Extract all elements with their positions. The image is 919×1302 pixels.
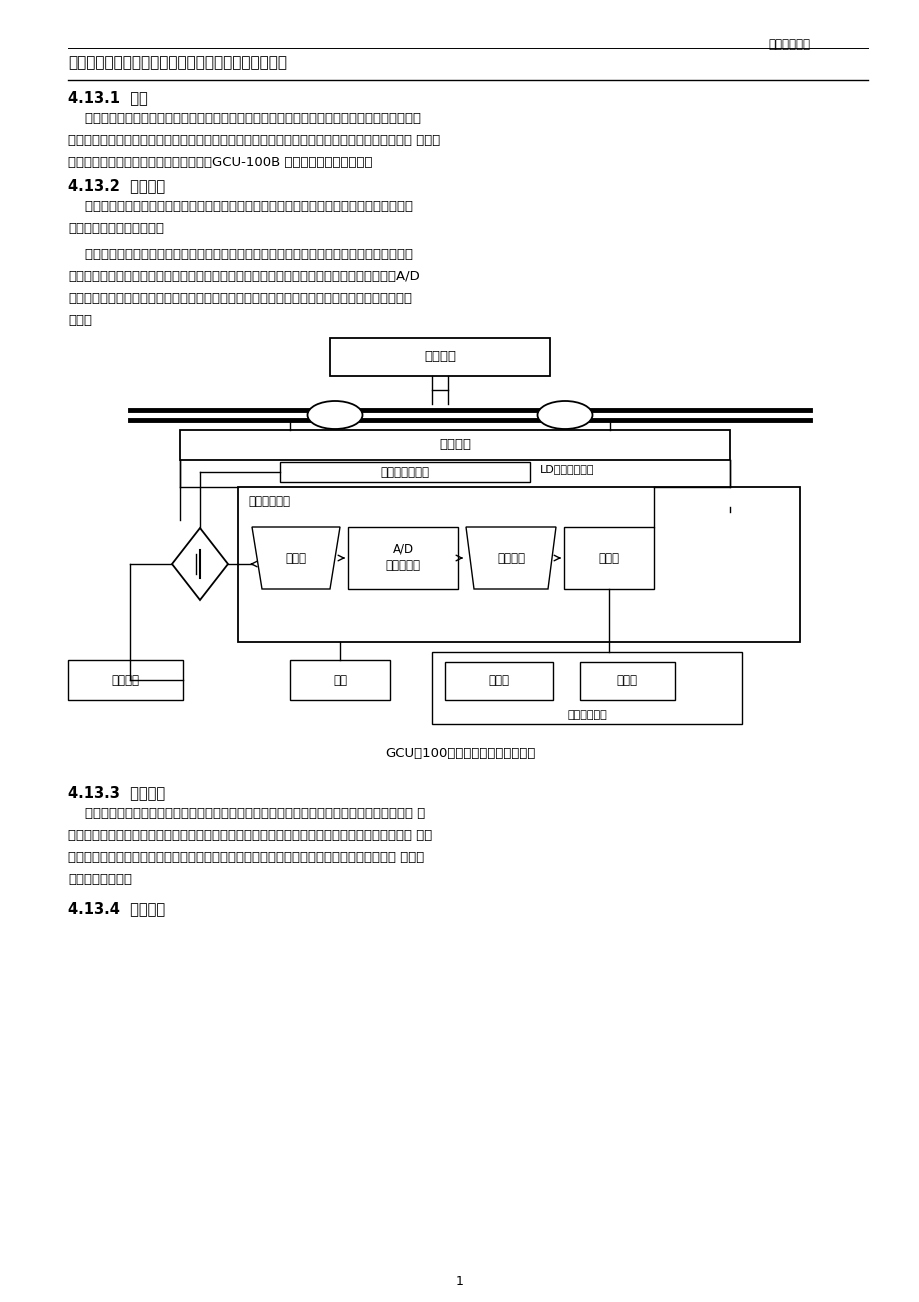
Bar: [279, 462, 529, 482]
Text: 放大器: 放大器: [285, 552, 306, 565]
Text: 显示记录系统: 显示记录系统: [566, 710, 607, 720]
Bar: [563, 527, 653, 589]
Text: 显示器: 显示器: [488, 674, 509, 687]
Text: 1: 1: [456, 1275, 463, 1288]
Text: 当被称车辆以一定速度通过称台时，载荷由称台轨、主梁体传至称重传感器。称重传感器将被: 当被称车辆以一定速度通过称台时，载荷由称台轨、主梁体传至称重传感器。称重传感器将…: [68, 247, 413, 260]
Text: GCU－100不断轨轨道衡工作原理图: GCU－100不断轨轨道衡工作原理图: [384, 747, 535, 760]
Polygon shape: [172, 529, 228, 600]
Bar: [445, 661, 552, 700]
Bar: [238, 487, 800, 642]
Text: 动态电子轨道衡由称量台面、传感器及电气部分组成。称量台面主要由计量台、过渡器、纵横: 动态电子轨道衡由称量台面、传感器及电气部分组成。称量台面主要由计量台、过渡器、纵…: [68, 201, 413, 214]
Text: 不断轨动态电子轨道衡工作原理及运行常见故障及处理: 不断轨动态电子轨道衡工作原理及运行常见故障及处理: [68, 55, 287, 70]
Ellipse shape: [307, 401, 362, 428]
Bar: [180, 430, 729, 460]
Text: 向限位器，覆盖板等组成。: 向限位器，覆盖板等组成。: [68, 223, 164, 234]
Text: 计算机: 计算机: [598, 552, 618, 565]
Text: 燃料运行分册: 燃料运行分册: [767, 38, 809, 51]
Polygon shape: [466, 527, 555, 589]
Polygon shape: [252, 527, 340, 589]
Text: 模数转换器: 模数转换器: [385, 559, 420, 572]
Text: 对整列列车进行动态连续称重，可实现自动称量、自动运算、自动显示，可对称重结果进行时间、 车号、: 对整列列车进行动态连续称重，可实现自动称量、自动运算、自动显示，可对称重结果进行…: [68, 134, 440, 147]
Text: 4.13.1  概述: 4.13.1 概述: [68, 90, 148, 105]
Text: A/D: A/D: [392, 543, 414, 556]
Text: 4.13.4  设备规范: 4.13.4 设备规范: [68, 901, 165, 917]
Text: 铁路车辆: 铁路车辆: [424, 350, 456, 363]
Bar: [432, 652, 742, 724]
Bar: [289, 660, 390, 700]
Bar: [68, 660, 183, 700]
Text: 键盘: 键盘: [333, 673, 346, 686]
Ellipse shape: [537, 401, 592, 428]
Bar: [347, 527, 458, 589]
Bar: [330, 339, 550, 376]
Text: 送行的安全可靠。: 送行的安全可靠。: [68, 874, 131, 885]
Text: LD数据采集系统: LD数据采集系统: [539, 464, 594, 474]
Text: 转换后，输送给微机，在预定程序下微机进行信息判断和数据处理，把称量结果从显示器和打印机: 转换后，输送给微机，在预定程序下微机进行信息判断和数据处理，把称量结果从显示器和…: [68, 292, 412, 305]
Text: 并行接口: 并行接口: [496, 552, 525, 565]
Text: 输出。: 输出。: [68, 314, 92, 327]
Text: 二次仪表系统: 二次仪表系统: [248, 495, 289, 508]
Text: 动态电子轨道衡是进厂列车快速动态自动化计量的重要设备适用于标准轨距四轴货车的称重，可: 动态电子轨道衡是进厂列车快速动态自动化计量的重要设备适用于标准轨距四轴货车的称重…: [68, 112, 421, 125]
Text: 4.13.2  结构原理: 4.13.2 结构原理: [68, 178, 165, 193]
Text: 毛、皮、净重登记录打印。我厂采用的是GCU-100B 不断轨动态电子轨道衡。: 毛、皮、净重登记录打印。我厂采用的是GCU-100B 不断轨动态电子轨道衡。: [68, 156, 372, 169]
Bar: [579, 661, 675, 700]
Text: 适用于繁忙线路，称重轨和机械部分一体化，维护量小，故障率低，承力结构传力准确、冲击小、 传感: 适用于繁忙线路，称重轨和机械部分一体化，维护量小，故障率低，承力结构传力准确、冲…: [68, 829, 432, 842]
Text: 一次元件传感器: 一次元件传感器: [380, 466, 429, 479]
Text: 不断轨动态电子轨道衡，没有轨道冲击，动态数据离散性小，重复性好，提高了过衡速度。尤 其: 不断轨动态电子轨道衡，没有轨道冲击，动态数据离散性小，重复性好，提高了过衡速度。…: [68, 807, 425, 820]
Text: 净化电源: 净化电源: [111, 673, 139, 686]
Text: 称载荷及车辆进入、退出称台的变化信息，转换模拟电信号送至处理器内，将信号放大整理，A/D: 称载荷及车辆进入、退出称台的变化信息，转换模拟电信号送至处理器内，将信号放大整理…: [68, 270, 419, 283]
Text: 机械台面: 机械台面: [438, 439, 471, 452]
Text: 器不易受损。传感器屏蔽在称体钢结构中，抗干扰，防雷效果好，设有断口和过渡断口，提高 了车辆: 器不易受损。传感器屏蔽在称体钢结构中，抗干扰，防雷效果好，设有断口和过渡断口，提…: [68, 852, 424, 865]
Text: 4.13.3  设备特点: 4.13.3 设备特点: [68, 785, 165, 799]
Text: 打印机: 打印机: [616, 674, 637, 687]
